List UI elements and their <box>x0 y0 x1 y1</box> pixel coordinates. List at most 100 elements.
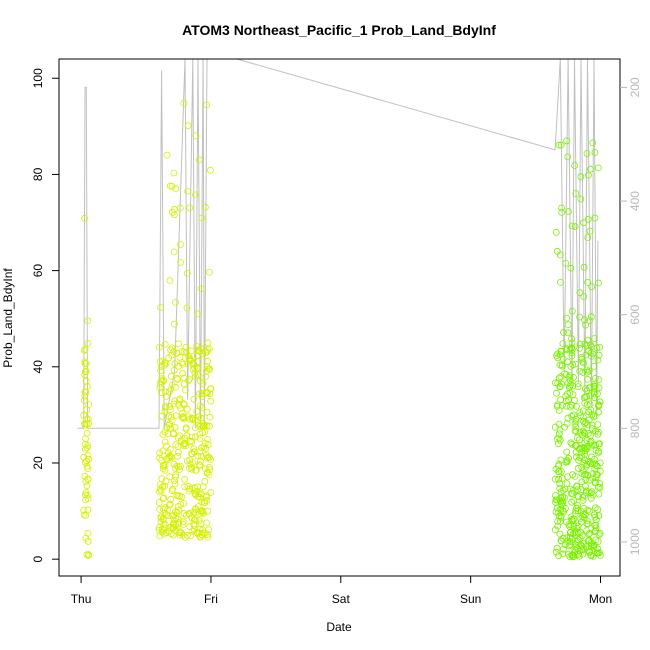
data-point <box>156 532 164 540</box>
data-point <box>170 460 178 468</box>
data-point <box>562 397 570 405</box>
data-point <box>179 369 187 377</box>
data-point <box>199 379 207 387</box>
data-point <box>80 411 88 419</box>
data-point <box>198 507 206 515</box>
data-point <box>181 386 189 394</box>
data-point <box>166 277 174 285</box>
data-point <box>579 368 587 376</box>
data-point <box>81 368 89 376</box>
data-point <box>190 448 198 456</box>
data-point <box>183 304 191 312</box>
data-point <box>586 400 594 408</box>
data-point <box>592 524 600 532</box>
data-point <box>580 459 588 467</box>
data-point <box>592 474 600 482</box>
data-point <box>594 390 601 398</box>
data-point <box>565 454 572 462</box>
data-point <box>587 165 594 173</box>
data-point <box>595 490 603 498</box>
data-point <box>171 360 179 368</box>
data-point <box>552 379 559 387</box>
data-point <box>191 424 199 432</box>
data-point <box>580 504 588 512</box>
data-point <box>567 264 575 272</box>
data-point <box>183 432 191 440</box>
data-point <box>587 551 595 559</box>
data-point <box>587 313 595 321</box>
data-point <box>202 372 210 380</box>
data-point <box>81 420 89 428</box>
data-point <box>555 374 563 382</box>
data-point <box>567 521 575 529</box>
data-point <box>556 251 564 259</box>
data-point <box>565 373 573 381</box>
data-point <box>572 448 580 456</box>
data-point <box>567 363 575 370</box>
data-point <box>580 219 587 227</box>
chart-title: ATOM3 Northeast_Pacific_1 Prob_Land_BdyI… <box>182 22 496 38</box>
data-point <box>584 375 591 383</box>
data-point <box>585 347 593 355</box>
data-point <box>553 504 561 512</box>
data-point <box>170 169 178 177</box>
data-point <box>572 528 579 536</box>
data-point <box>166 453 174 461</box>
data-point <box>556 426 564 434</box>
data-point <box>555 141 563 149</box>
data-point <box>170 366 178 374</box>
data-point <box>576 436 583 444</box>
data-point <box>177 241 184 248</box>
data-point <box>170 348 178 356</box>
data-point <box>591 335 598 342</box>
data-point <box>578 355 585 363</box>
data-point <box>574 383 582 391</box>
data-point <box>176 432 184 440</box>
data-point <box>593 549 601 557</box>
data-point <box>81 491 89 499</box>
data-point <box>563 402 570 410</box>
data-point <box>187 356 195 364</box>
data-point <box>579 546 587 554</box>
data-point <box>585 430 592 437</box>
data-point <box>575 552 583 560</box>
data-point <box>203 422 211 430</box>
data-point <box>585 530 593 538</box>
y-tick-label: 0 <box>31 556 45 563</box>
data-point <box>558 401 566 409</box>
data-point <box>165 354 173 362</box>
data-point <box>582 476 590 484</box>
data-point <box>204 357 212 365</box>
data-point <box>586 529 594 537</box>
data-point <box>183 269 191 277</box>
data-point <box>81 472 89 480</box>
data-point <box>202 367 210 375</box>
data-point <box>564 473 571 481</box>
data-point <box>172 185 180 193</box>
data-point <box>205 526 213 534</box>
data-point <box>161 482 169 490</box>
data-point <box>566 541 574 548</box>
data-point <box>80 511 88 519</box>
data-point <box>568 412 576 420</box>
data-point <box>189 508 197 516</box>
data-point <box>559 486 567 494</box>
data-point <box>559 497 566 505</box>
data-point <box>171 423 179 431</box>
x-tick-label: Sat <box>332 592 351 606</box>
data-point <box>187 347 195 355</box>
data-point <box>564 329 572 337</box>
data-point <box>170 205 178 213</box>
data-point <box>577 195 585 203</box>
y-axis-label: Prob_Land_BdyInf <box>1 268 15 368</box>
data-point <box>156 454 164 462</box>
data-point <box>594 430 602 438</box>
data-point <box>83 482 91 490</box>
data-point <box>557 488 565 496</box>
data-point <box>181 534 189 541</box>
data-point <box>563 448 571 456</box>
data-point <box>81 214 88 222</box>
data-point <box>564 358 571 366</box>
data-point <box>585 507 593 515</box>
data-point <box>176 462 184 470</box>
